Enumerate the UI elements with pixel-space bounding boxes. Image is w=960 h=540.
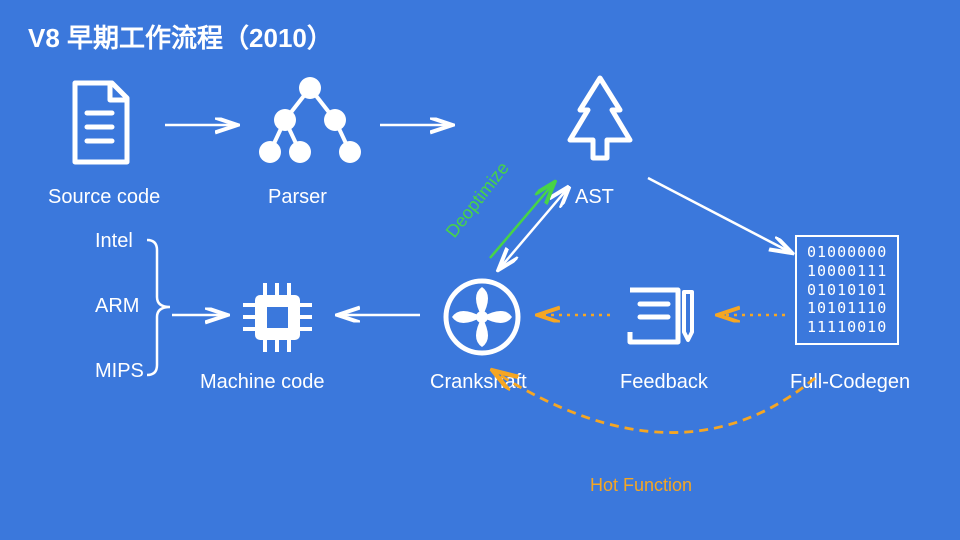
binary-line: 01000000 xyxy=(807,243,887,262)
binary-line: 01010101 xyxy=(807,281,887,300)
node-crankshaft-label: Crankshaft xyxy=(430,371,527,394)
node-feedback-label: Feedback xyxy=(620,371,708,394)
node-crankshaft xyxy=(440,275,525,365)
binary-line: 10101110 xyxy=(807,299,887,318)
node-full-codegen: 01000000 10000111 01010101 10101110 1111… xyxy=(795,235,899,345)
node-parser-label: Parser xyxy=(268,186,327,209)
binary-line: 11110010 xyxy=(807,318,887,337)
page-title: V8 早期工作流程（2010） xyxy=(28,18,333,55)
edge-deoptimize xyxy=(490,184,553,258)
document-icon xyxy=(60,75,142,170)
edge-label-deoptimize: Deoptimize xyxy=(442,158,514,242)
node-ast-label: AST xyxy=(575,186,614,209)
arch-arm: ARM xyxy=(95,295,139,318)
node-machine-code-label: Machine code xyxy=(200,371,325,394)
tree-icon xyxy=(255,70,365,170)
arch-bracket xyxy=(147,240,170,375)
arch-mips: MIPS xyxy=(95,360,144,383)
binary-line: 10000111 xyxy=(807,262,887,281)
node-machine-code xyxy=(235,275,320,365)
node-parser xyxy=(255,70,365,175)
fan-icon xyxy=(440,275,525,360)
node-ast xyxy=(555,70,645,175)
node-feedback xyxy=(620,280,702,360)
edge-ast-crankshaft xyxy=(500,188,568,268)
chip-icon xyxy=(235,275,320,360)
node-full-codegen-label: Full-Codegen xyxy=(790,371,910,394)
pine-tree-icon xyxy=(555,70,645,170)
notepad-pencil-icon xyxy=(620,280,702,355)
edge-ast-fullcodegen xyxy=(648,178,790,252)
node-source-code-label: Source code xyxy=(48,186,160,209)
node-source-code xyxy=(60,75,142,175)
edge-label-hot-function: Hot Function xyxy=(590,475,692,496)
arch-intel: Intel xyxy=(95,230,133,253)
binary-box: 01000000 10000111 01010101 10101110 1111… xyxy=(795,235,899,345)
